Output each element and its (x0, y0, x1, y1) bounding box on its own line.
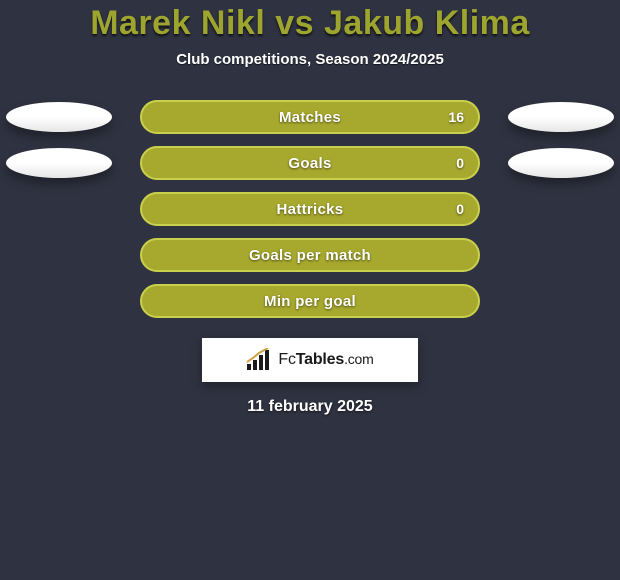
bar-chart-icon (246, 348, 272, 372)
stat-label: Min per goal (264, 293, 356, 310)
logo-badge: FcTables.com (202, 338, 418, 382)
spacer (508, 240, 614, 270)
logo-fc: Fc (278, 351, 295, 369)
player-right-marker (508, 148, 614, 178)
player-left-marker (6, 148, 112, 178)
stat-rows: Matches 16 Goals 0 Hattricks 0 Goal (0, 100, 620, 318)
subtitle: Club competitions, Season 2024/2025 (0, 51, 620, 68)
player-left-marker (6, 102, 112, 132)
stat-label: Matches (279, 109, 341, 126)
stat-row: Goals 0 (0, 146, 620, 180)
spacer (6, 286, 112, 316)
stat-bar-mpg: Min per goal (140, 284, 480, 318)
spacer (6, 240, 112, 270)
date-text: 11 february 2025 (0, 398, 620, 416)
stat-row: Hattricks 0 (0, 192, 620, 226)
comparison-card: Marek Nikl vs Jakub Klima Club competiti… (0, 0, 620, 580)
stat-row: Matches 16 (0, 100, 620, 134)
player-right-marker (508, 102, 614, 132)
stat-value: 0 (456, 155, 464, 171)
stat-label: Hattricks (277, 201, 344, 218)
spacer (6, 194, 112, 224)
stat-bar-hattricks: Hattricks 0 (140, 192, 480, 226)
stat-row: Min per goal (0, 284, 620, 318)
page-title: Marek Nikl vs Jakub Klima (0, 4, 620, 43)
stat-label: Goals (288, 155, 331, 172)
stat-bar-gpm: Goals per match (140, 238, 480, 272)
logo-text: FcTables.com (278, 351, 373, 369)
spacer (508, 286, 614, 316)
stat-value: 0 (456, 201, 464, 217)
stat-row: Goals per match (0, 238, 620, 272)
spacer (508, 194, 614, 224)
logo-com: .com (344, 351, 374, 367)
stat-value: 16 (448, 109, 464, 125)
logo-tables: Tables (296, 351, 344, 369)
stat-bar-goals: Goals 0 (140, 146, 480, 180)
stat-bar-matches: Matches 16 (140, 100, 480, 134)
stat-label: Goals per match (249, 247, 371, 264)
